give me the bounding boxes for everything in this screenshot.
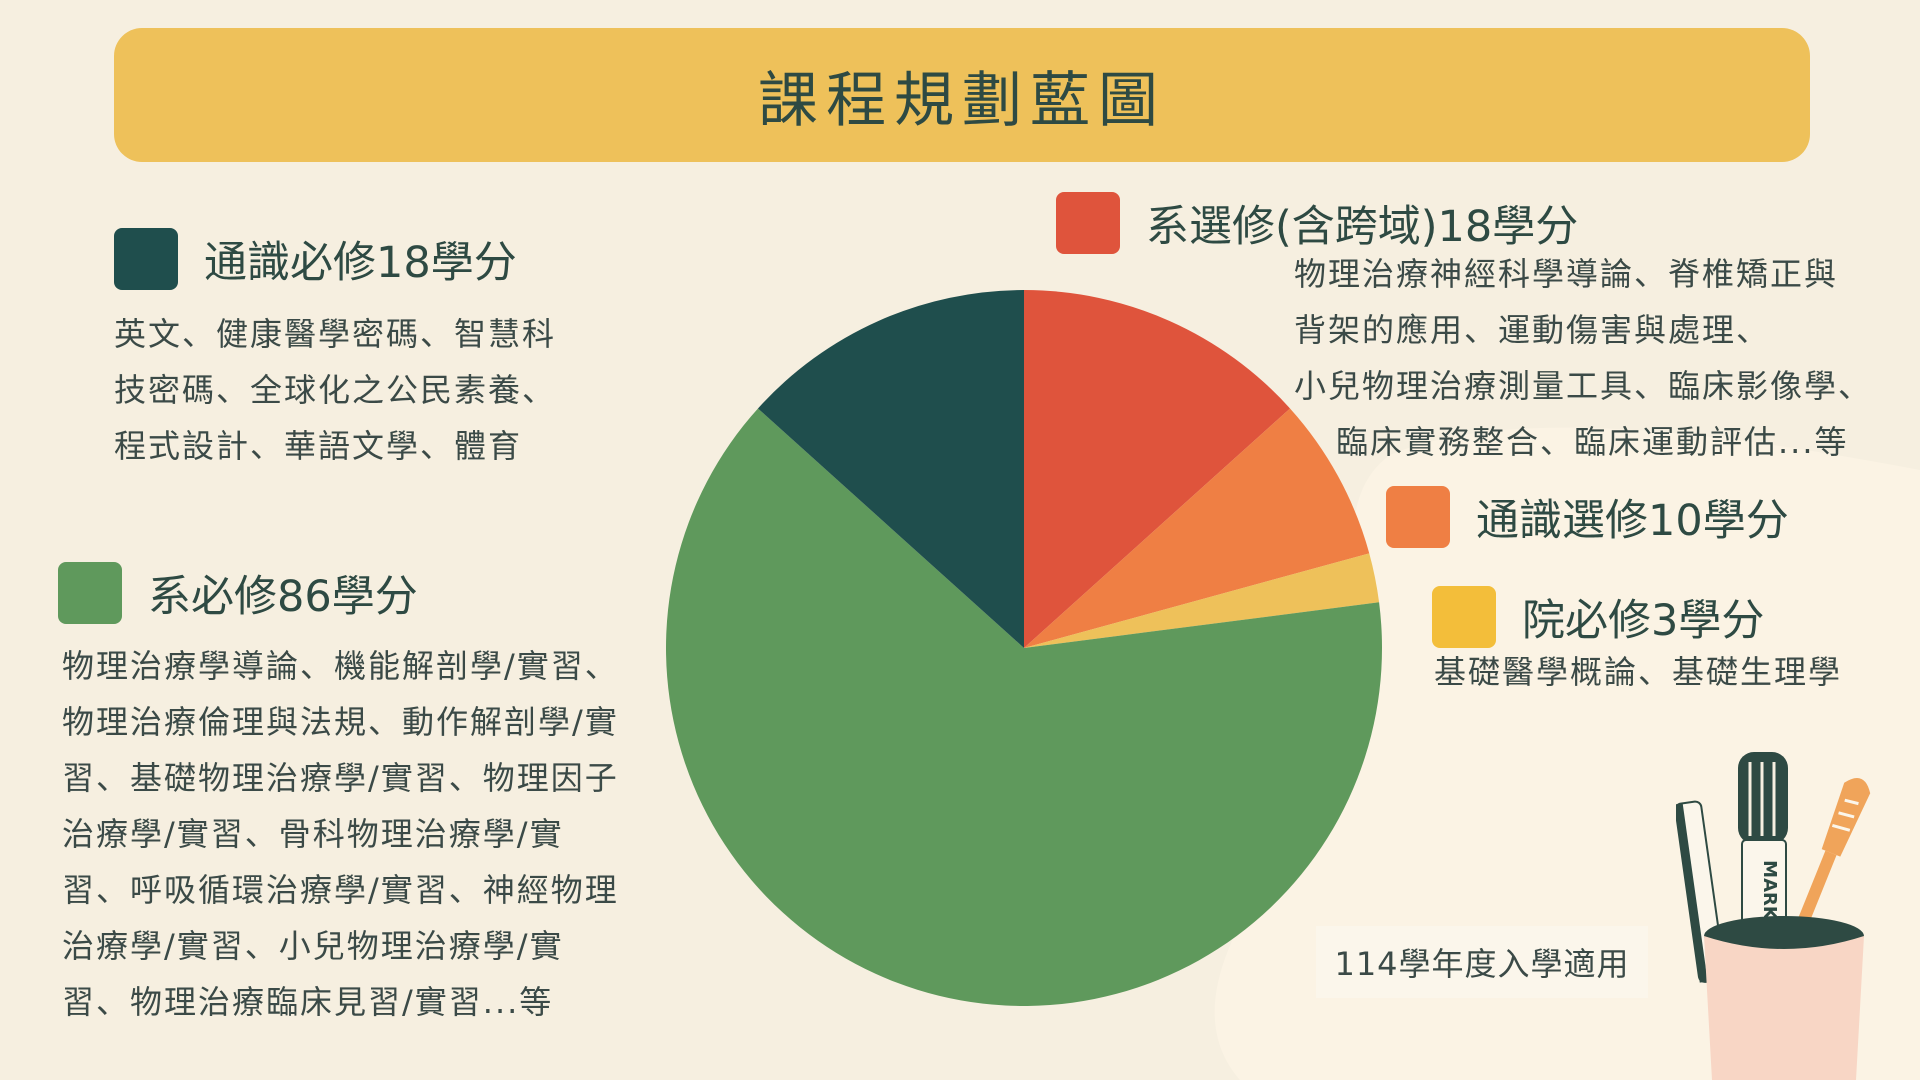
pie-slice-2 <box>1024 553 1380 648</box>
title-banner: 課程規劃藍圖 <box>114 28 1810 162</box>
legend-swatch-dept-required <box>58 562 122 624</box>
desc-line: 習、物理治療臨床見習/實習...等 <box>62 983 554 1021</box>
desc-line: 背架的應用、運動傷害與處理、 <box>1294 311 1771 349</box>
legend-swatch-general-elective <box>1386 486 1450 548</box>
desc-line: 小兒物理治療測量工具、臨床影像學、 <box>1294 367 1873 405</box>
legend-swatch-college-required <box>1432 586 1496 648</box>
pie-slice-4 <box>757 290 1024 648</box>
desc-line: 物理治療神經科學導論、脊椎矯正與 <box>1294 255 1839 293</box>
desc-line: 英文、健康醫學密碼、智慧科 <box>114 315 557 353</box>
legend-swatch-general-required <box>114 228 178 290</box>
pie-slice-3 <box>666 408 1382 1006</box>
desc-line: 技密碼、全球化之公民素養、 <box>114 371 557 409</box>
desc-dept-elective: 物理治療神經科學導論、脊椎矯正與 背架的應用、運動傷害與處理、 小兒物理治療測量… <box>1294 246 1872 470</box>
legend-label-dept-required: 系必修86學分 <box>148 572 418 622</box>
pie-slice-0 <box>1024 290 1291 648</box>
page-title: 課程規劃藍圖 <box>758 65 1166 136</box>
desc-line: 程式設計、華語文學、體育 <box>114 427 523 465</box>
desc-line: 治療學/實習、骨科物理治療學/實 <box>62 815 564 853</box>
desc-general-required: 英文、健康醫學密碼、智慧科 技密碼、全球化之公民素養、 程式設計、華語文學、體育 <box>114 306 556 474</box>
desc-college-required: 基礎醫學概論、基礎生理學 <box>1434 644 1842 700</box>
desc-line: 治療學/實習、小兒物理治療學/實 <box>62 927 564 965</box>
desc-line: 基礎醫學概論、基礎生理學 <box>1434 653 1843 691</box>
desc-line: 臨床實務整合、臨床運動評估...等 <box>1336 423 1849 461</box>
legend-dept-elective: 系選修(含跨域)18學分 <box>1056 192 1578 254</box>
legend-label-general-elective: 通識選修10學分 <box>1476 496 1789 546</box>
desc-line: 習、呼吸循環治療學/實習、神經物理 <box>62 871 619 909</box>
cup-icon <box>1704 936 1864 1080</box>
legend-label-general-required: 通識必修18學分 <box>204 238 517 288</box>
legend-college-required: 院必修3學分 <box>1432 586 1764 648</box>
desc-line: 物理治療倫理與法規、動作解剖學/實 <box>62 703 619 741</box>
legend-swatch-dept-elective <box>1056 192 1120 254</box>
desc-line: 習、基礎物理治療學/實習、物理因子 <box>62 759 619 797</box>
pie-slice-1 <box>1024 408 1370 648</box>
legend-label-college-required: 院必修3學分 <box>1522 596 1765 646</box>
desc-dept-required: 物理治療學導論、機能解剖學/實習、 物理治療倫理與法規、動作解剖學/實 習、基礎… <box>62 638 619 1030</box>
legend-general-elective: 通識選修10學分 <box>1386 486 1789 548</box>
enrollment-year-note: 114學年度入學適用 <box>1316 926 1648 998</box>
desc-line: 物理治療學導論、機能解剖學/實習、 <box>62 647 619 685</box>
legend-dept-required: 系必修86學分 <box>58 562 418 624</box>
pen-cup-illustration: MARK <box>1676 752 1871 1080</box>
marker-label: MARK <box>1759 860 1780 921</box>
legend-general-required: 通識必修18學分 <box>114 228 517 290</box>
pie-chart <box>666 290 1382 1006</box>
legend-label-dept-elective: 系選修(含跨域)18學分 <box>1146 202 1579 252</box>
